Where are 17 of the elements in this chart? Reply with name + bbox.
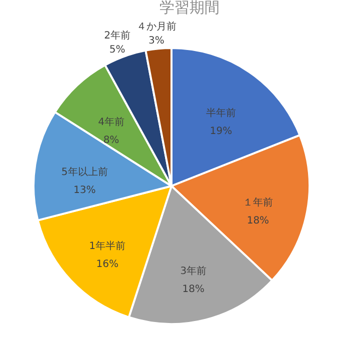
chart-title: 学習期間: [160, 0, 220, 17]
slice-label: １年前: [242, 196, 273, 208]
slice-label: 5年以上前: [61, 166, 108, 178]
data-label: 13%: [73, 185, 96, 196]
slice-label: ４か月前: [136, 20, 176, 33]
data-label: 19%: [210, 126, 232, 138]
slice-label: 2年前: [104, 29, 130, 42]
slice-label: 1年半前: [89, 240, 126, 252]
data-label: 8%: [103, 134, 120, 146]
data-label: 18%: [182, 284, 204, 296]
data-label: 5%: [109, 44, 126, 56]
slice-label: 半年前: [206, 107, 236, 120]
data-label: 18%: [246, 215, 270, 226]
slice-label: 4年前: [98, 116, 124, 128]
data-label: 16%: [96, 259, 118, 270]
data-label: 3%: [148, 36, 164, 47]
slice-label: 3年前: [180, 265, 207, 278]
